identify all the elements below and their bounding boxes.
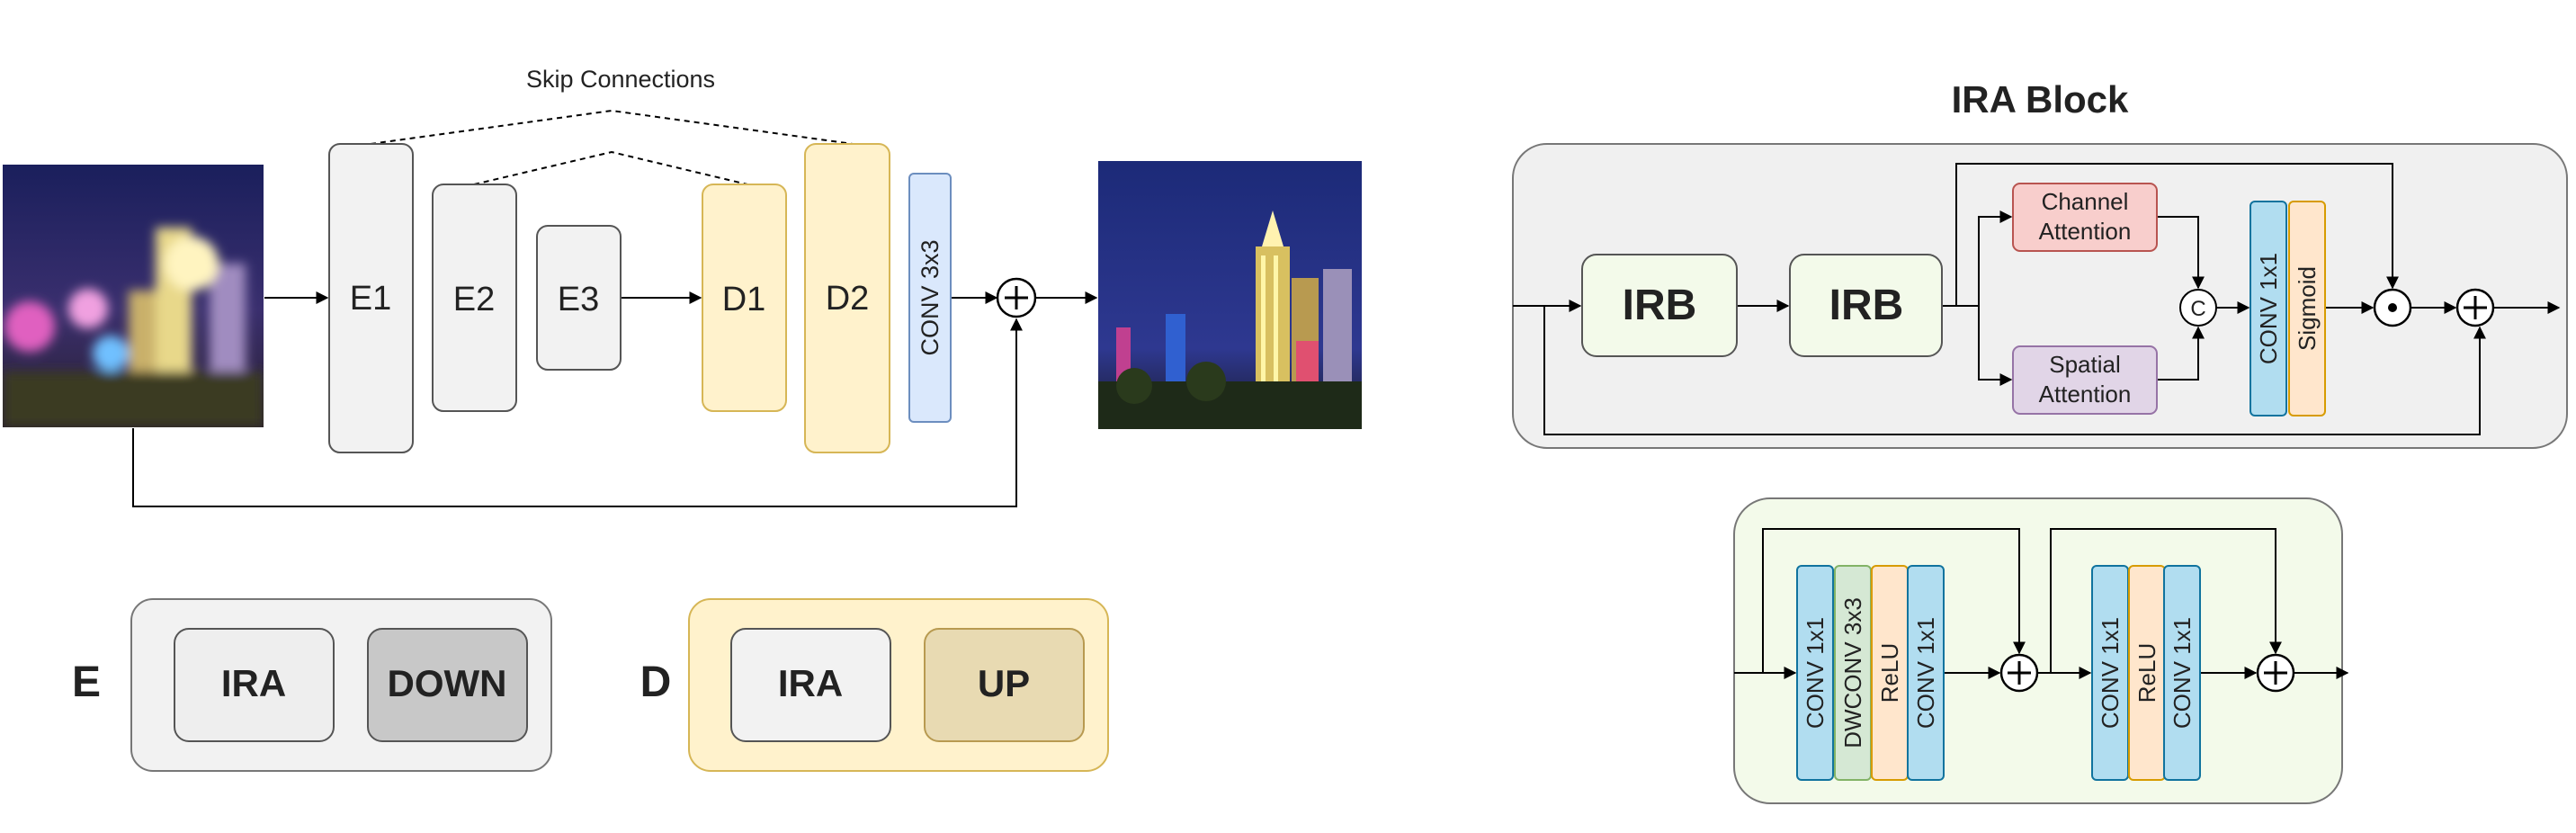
arrow-to-channel-attention [1943, 210, 2013, 307]
decoder-up-box [924, 628, 1085, 742]
irb1-conv1x1-a-label: CONV 1x1 [1802, 617, 1829, 729]
irb1-dwconv3x3-label: DWCONV 3x3 [1839, 597, 1866, 748]
spatial-attention-label-2: Attention [2039, 381, 2132, 408]
e2-label: E2 [453, 281, 495, 318]
legend-d-letter: D [640, 658, 672, 706]
decoder-ira-label: IRA [778, 662, 843, 704]
arrow-channel-to-concat [2158, 216, 2205, 290]
ira-block-title: IRA Block [1952, 78, 2129, 121]
encoder-ira-label: IRA [221, 662, 286, 704]
irb1-conv1x1-b-label: CONV 1x1 [1912, 617, 1939, 729]
spatial-attention-box [2012, 345, 2158, 415]
d1-label: D1 [722, 281, 766, 318]
irb2-relu-label: ReLU [2133, 643, 2160, 703]
encoder-down-label: DOWN [388, 662, 507, 704]
irb-box-2-label: IRB [1829, 282, 1904, 329]
input-image [3, 165, 264, 427]
encoder-ira-box [174, 628, 335, 742]
channel-attention-label-1: Channel [2042, 188, 2129, 215]
irb-residual-1 [1762, 528, 2026, 673]
irb1-relu-label: ReLU [1876, 643, 1903, 703]
irb-box-1 [1581, 254, 1738, 357]
global-residual-arrow [132, 318, 1023, 507]
irb-residual-2 [2050, 528, 2282, 673]
legend-decoder: D IRA UP [640, 598, 1109, 772]
unet-diagram: Skip Connections E1 E2 E3 D1 D2 CONV 3x3 [3, 66, 1362, 507]
conv-3x3-label: CONV 3x3 [917, 239, 944, 355]
decoder-block-d2 [804, 143, 890, 453]
sigmoid-label: Sigmoid [2294, 266, 2321, 351]
ira-residual-arrow [1543, 306, 2486, 435]
legend-e-letter: E [72, 658, 101, 706]
encoder-block-e3 [536, 225, 622, 371]
irb-detail-diagram: CONV 1x1 DWCONV 3x3 ReLU CONV 1x1 CONV 1… [1733, 497, 2349, 804]
decoder-ira-box [730, 628, 891, 742]
conv-3x3-block [908, 173, 952, 423]
encoder-block-e1 [328, 143, 414, 453]
irb-add-operator-2 [2256, 653, 2295, 693]
add-operator [996, 277, 1037, 318]
irb-box-1-label: IRB [1623, 282, 1697, 329]
ira-block-diagram: IRA Block IRB IRB Channel Attention Spat… [1512, 78, 2568, 449]
irb-box-2 [1789, 254, 1943, 357]
concat-label: C [2190, 297, 2205, 321]
spatial-attention-label-1: Spatial [2049, 351, 2121, 378]
channel-attention-label-2: Attention [2039, 218, 2132, 245]
skip-connection-inner [473, 150, 748, 185]
encoder-down-box [367, 628, 528, 742]
legend-encoder: E IRA DOWN [72, 598, 552, 772]
e3-label: E3 [558, 281, 599, 318]
irb2-conv1x1-b-label: CONV 1x1 [2169, 617, 2196, 729]
decoder-up-label: UP [978, 662, 1030, 704]
irb2-conv1x1-b [2163, 565, 2201, 781]
irb-add-operator-1 [1999, 653, 2039, 693]
e1-label: E1 [350, 280, 391, 318]
arrow-spatial-to-concat [2158, 326, 2205, 381]
output-image [1098, 161, 1362, 429]
encoder-block-e2 [432, 184, 517, 412]
skip-connection-outer [370, 109, 854, 145]
channel-attention-box [2012, 183, 2158, 252]
decoder-block-d1 [702, 184, 787, 412]
concat-operator [2179, 289, 2217, 327]
irb1-conv1x1-b [1907, 565, 1945, 781]
skip-connections-label: Skip Connections [526, 66, 715, 93]
arrow-to-spatial-attention [1978, 306, 2013, 386]
ira-conv1x1-box [2250, 201, 2287, 416]
sigmoid-box [2288, 201, 2326, 416]
irb1-conv1x1-a [1796, 565, 1834, 781]
ira-add-operator [2455, 288, 2495, 327]
multiply-operator [2373, 288, 2412, 327]
attention-bypass-arrow [1955, 163, 2399, 306]
d2-label: D2 [826, 280, 870, 318]
ira-conv1x1-label: CONV 1x1 [2255, 253, 2282, 364]
irb2-conv1x1-a-label: CONV 1x1 [2097, 617, 2124, 729]
